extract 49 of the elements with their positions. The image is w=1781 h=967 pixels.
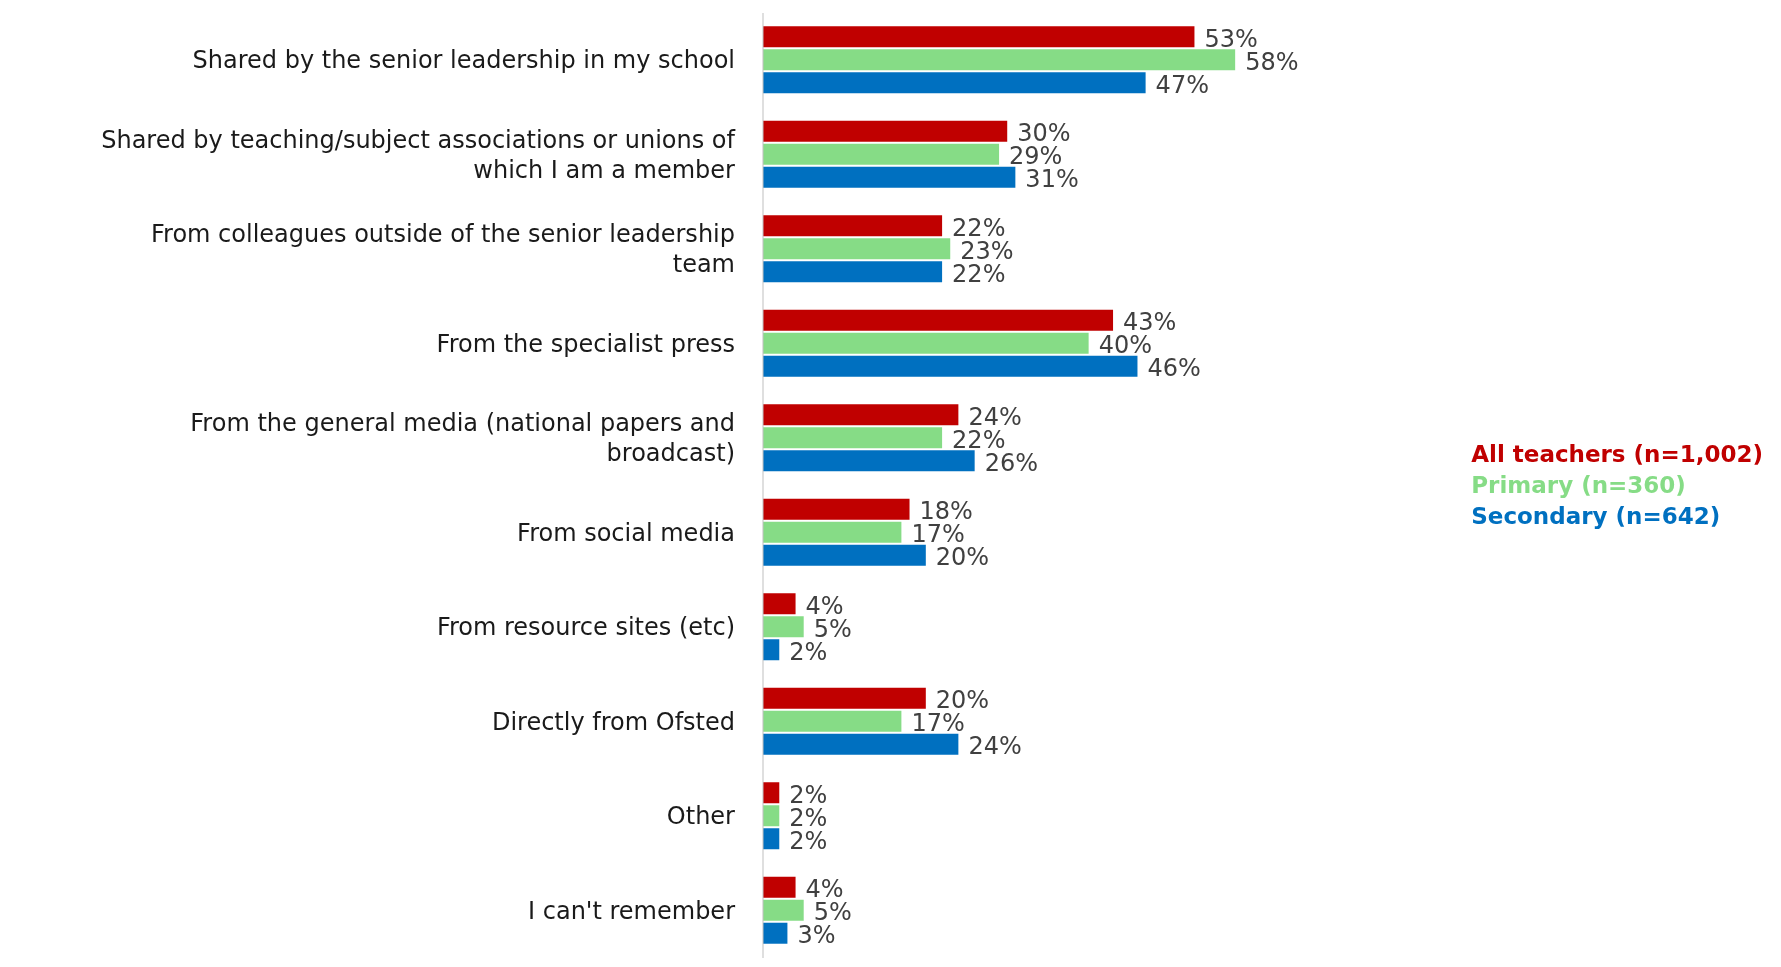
bar	[763, 616, 804, 638]
text: Primary (n=360)	[1471, 471, 1687, 500]
text: All teachers (n=1,002)	[1471, 440, 1763, 469]
data-label: 24%	[968, 732, 1022, 761]
bar	[763, 404, 959, 426]
bar	[763, 238, 951, 260]
bar	[763, 261, 943, 283]
data-label: 3%	[797, 921, 836, 950]
bar	[763, 309, 1114, 331]
bar	[763, 710, 902, 732]
bar	[763, 166, 1016, 188]
bar	[763, 355, 1138, 377]
bar	[763, 922, 788, 944]
data-label: 31%	[1025, 165, 1079, 194]
y-tick-label: Shared by the senior leadership in my school	[192, 46, 735, 75]
data-label: 17%	[911, 709, 965, 738]
bar	[763, 49, 1236, 71]
bar	[763, 593, 796, 615]
text: Secondary (n=642)	[1471, 502, 1722, 531]
bar	[763, 782, 780, 804]
y-tick-label: From resource sites (etc)	[436, 613, 735, 642]
y-tick-label: I can't remember	[528, 896, 736, 925]
bar	[763, 450, 975, 472]
bar	[763, 143, 1000, 165]
y-tick-label: From the general media (national papers and broadcast)	[190, 409, 735, 468]
y-tick-label: Directly from Ofsted	[491, 707, 735, 736]
bar	[763, 498, 910, 520]
bar	[763, 733, 959, 755]
bar	[763, 332, 1089, 354]
bar	[763, 828, 780, 850]
y-tick-label: Other	[666, 802, 736, 831]
bar	[763, 427, 943, 449]
bar	[763, 899, 804, 921]
bar	[763, 639, 780, 661]
data-label: 20%	[935, 543, 990, 572]
y-tick-label: From social media	[517, 518, 735, 547]
y-tick-label: From the specialist press	[436, 329, 735, 358]
bar	[763, 26, 1195, 48]
y-tick-label: From colleagues outside of the senior leadership team	[151, 220, 735, 279]
y-tick-label: Shared by teaching/subject associations or unions of which I am a member	[101, 125, 736, 184]
bar	[763, 805, 780, 827]
bar	[763, 544, 926, 566]
bar	[763, 120, 1008, 142]
bar	[763, 876, 796, 898]
bar	[763, 72, 1146, 94]
data-label: 47%	[1155, 70, 1209, 99]
bar	[763, 521, 902, 543]
bar	[763, 687, 926, 709]
bar	[763, 215, 943, 237]
